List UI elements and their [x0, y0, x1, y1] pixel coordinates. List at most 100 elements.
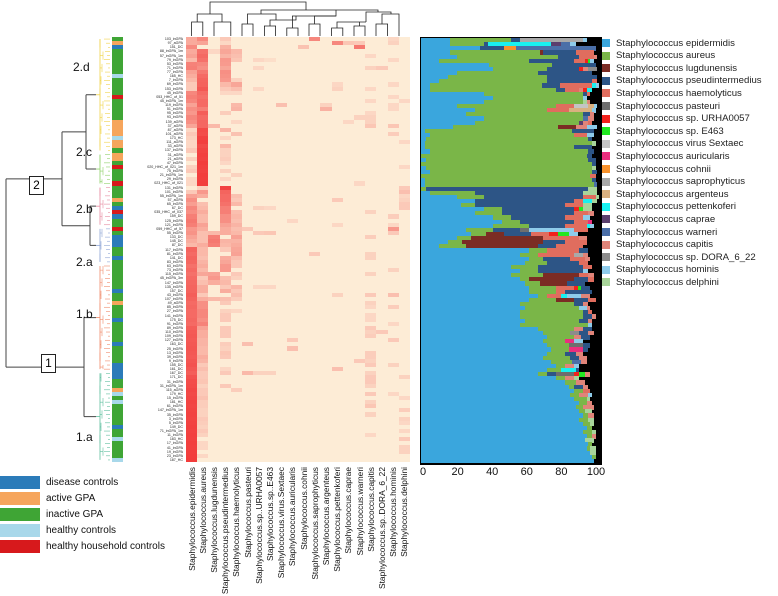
heatmap-cell	[365, 255, 377, 261]
heatmap-cell	[197, 408, 209, 413]
sample-label: 89_inGPA	[166, 325, 183, 330]
x-tick-label: 0	[419, 466, 427, 478]
heatmap-cell	[286, 441, 299, 446]
heatmap-cell	[208, 140, 220, 145]
heatmap-cell	[186, 94, 198, 100]
heatmap-cell	[320, 255, 332, 261]
heatmap-cell	[253, 338, 265, 343]
heatmap-cell	[331, 144, 344, 149]
heatmap-cell	[354, 169, 366, 174]
heatmap-cell	[230, 140, 243, 145]
heatmap-cell	[309, 123, 321, 129]
group-cell	[112, 301, 123, 306]
heatmap-cell	[331, 329, 344, 335]
heatmap-cell	[398, 90, 411, 96]
heatmap-cell	[275, 313, 288, 318]
heatmap-cell	[197, 140, 209, 145]
bar-segment	[421, 339, 544, 344]
heatmap-cell	[320, 313, 332, 318]
heatmap-cell	[365, 177, 377, 182]
heatmap-cell	[398, 338, 411, 343]
heatmap-cell	[331, 65, 344, 71]
bar-segment	[588, 116, 594, 121]
heatmap-cell	[342, 296, 355, 302]
heatmap-cell	[309, 226, 321, 232]
heatmap-cell	[186, 313, 198, 318]
heatmap-cell	[264, 268, 276, 273]
legend-item: Staphylococcus argenteus	[602, 188, 729, 200]
heatmap-cell	[219, 375, 232, 380]
heatmap-cell	[286, 140, 299, 145]
bar-segment	[530, 231, 549, 237]
heatmap-cell	[208, 86, 220, 91]
heatmap-cell	[197, 156, 209, 162]
row-dendrogram	[5, 38, 110, 461]
bar-segment	[421, 240, 448, 245]
bar-segment	[484, 207, 502, 212]
bar-segment	[550, 359, 573, 365]
heatmap-cell	[242, 136, 254, 141]
heatmap-cell	[387, 156, 400, 162]
heatmap-cell	[298, 70, 310, 75]
heatmap-cell	[242, 387, 254, 393]
heatmap-cell	[331, 251, 344, 256]
heatmap-cell	[354, 428, 366, 434]
bar-segment	[574, 145, 592, 150]
heatmap-cell	[342, 313, 355, 318]
heatmap-cell	[376, 86, 388, 91]
heatmap-cell	[264, 272, 276, 277]
heatmap-cell	[230, 296, 243, 302]
heatmap-cell	[398, 329, 411, 335]
heatmap-cell	[197, 338, 209, 343]
heatmap-cell	[376, 305, 388, 310]
heatmap-cell	[286, 189, 299, 195]
heatmap-cell	[264, 313, 276, 318]
sample-label: 55_inGPA_1m	[159, 193, 183, 198]
heatmap-cell	[309, 70, 321, 75]
sample-label: 45_inGPA_3m	[159, 276, 183, 281]
heatmap-cell	[376, 251, 388, 256]
heatmap-cell	[197, 65, 209, 71]
group-cell	[112, 288, 123, 294]
heatmap-cell	[354, 181, 366, 186]
legend-swatch	[602, 190, 610, 199]
bar-segment	[547, 368, 562, 373]
bar-segment	[421, 417, 580, 423]
heatmap-cell	[387, 78, 400, 83]
heatmap-cell	[230, 193, 243, 199]
heatmap-cell	[354, 230, 366, 236]
heatmap-cell	[331, 371, 344, 376]
heatmap-cell	[398, 235, 411, 240]
heatmap-cell	[398, 140, 411, 145]
group-cell	[112, 404, 123, 409]
heatmap-cell	[264, 284, 276, 289]
heatmap-cell	[365, 408, 377, 413]
bar-segment	[487, 42, 551, 47]
heatmap-cell	[298, 354, 310, 360]
heatmap-cell	[275, 181, 288, 186]
heatmap-cell	[219, 272, 232, 277]
heatmap-cell	[286, 156, 299, 162]
heatmap-cell	[331, 127, 344, 133]
heatmap-cell	[197, 214, 209, 219]
heatmap-cell	[298, 288, 310, 294]
group-cell	[112, 193, 123, 199]
heatmap-cell	[253, 449, 265, 455]
heatmap-cell	[253, 86, 265, 91]
heatmap-cell	[387, 185, 400, 190]
bar-segment	[485, 231, 504, 237]
bar-segment	[583, 203, 592, 208]
heatmap-cell	[298, 280, 310, 285]
bar-segment	[493, 66, 547, 72]
heatmap-cell	[309, 144, 321, 149]
heatmap-cell	[331, 424, 344, 430]
legend-swatch	[602, 51, 610, 60]
legend-label: Staphylococcus delphini	[616, 276, 719, 288]
bar-segment	[502, 207, 574, 212]
heatmap-cell	[342, 218, 355, 223]
heatmap-cell	[208, 292, 220, 298]
heatmap-cell	[286, 268, 299, 273]
heatmap-cell	[230, 255, 243, 261]
heatmap-cell	[230, 202, 243, 207]
